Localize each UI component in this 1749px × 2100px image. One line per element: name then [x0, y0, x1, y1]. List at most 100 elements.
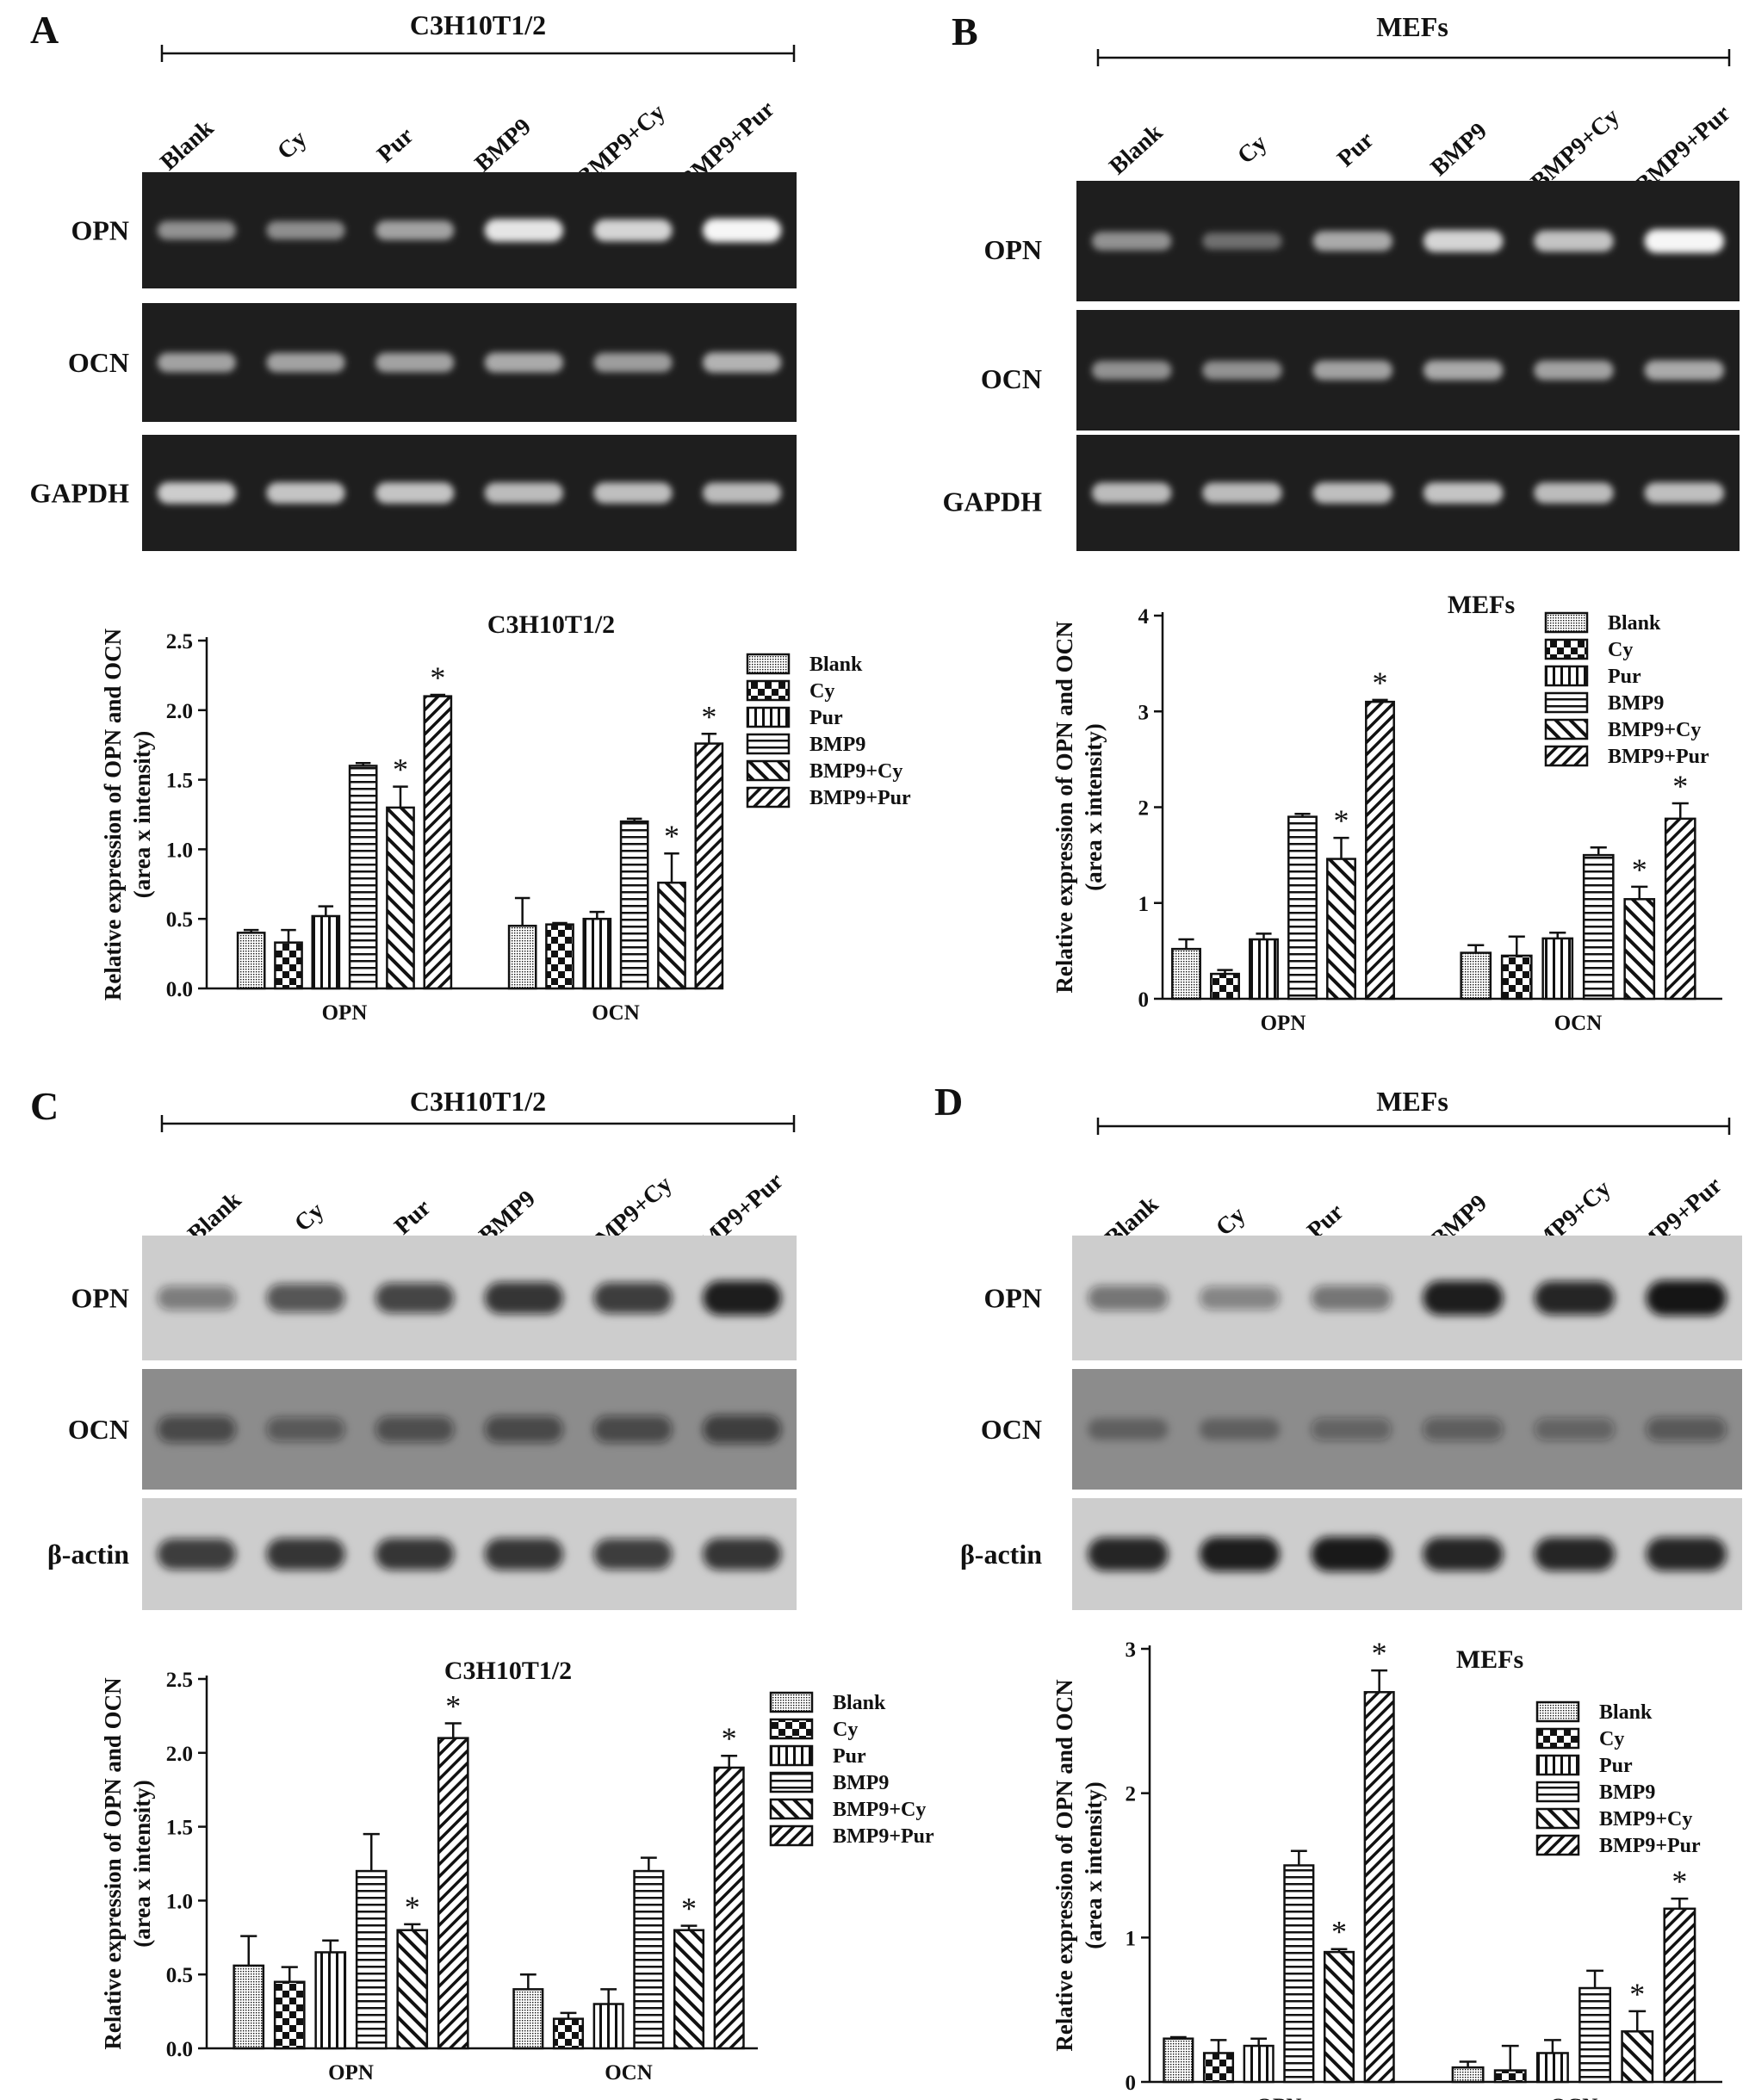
legend-label: Cy — [833, 1719, 858, 1741]
band — [375, 1283, 455, 1313]
legend-swatch — [1544, 691, 1589, 714]
bar-blank — [1171, 947, 1201, 1000]
bar-bmp9-pur — [1363, 1691, 1395, 2084]
significance-star: * — [430, 660, 445, 695]
y-tick-label: 2.0 — [166, 1743, 193, 1766]
x-category-label: OCN — [605, 2061, 653, 2085]
legend-swatch — [1535, 1807, 1580, 1830]
y-tick-label: 2.5 — [166, 630, 193, 654]
bar-bmp9-pur — [1663, 1907, 1696, 2084]
legend-swatch — [746, 759, 791, 782]
band — [1534, 360, 1614, 381]
panel-letter: A — [30, 8, 59, 52]
band — [484, 1538, 563, 1570]
bar-bmp9 — [1283, 1864, 1315, 2084]
lane-label: Pur — [372, 122, 419, 168]
blot-strip — [142, 172, 797, 288]
y-tick-label: 0.0 — [166, 978, 193, 1001]
significance-star: * — [1672, 769, 1688, 803]
significance-star: * — [1671, 1864, 1687, 1899]
bar-blank — [507, 925, 537, 990]
legend-swatch — [746, 653, 791, 675]
band — [1312, 231, 1393, 251]
bar-cy — [273, 1980, 306, 2050]
band — [1199, 1418, 1281, 1440]
y-tick-label: 3 — [1138, 701, 1150, 724]
y-axis-label-line: (area x intensity) — [129, 731, 155, 898]
band-label: GAPDH — [29, 478, 129, 509]
band-label: β-actin — [47, 1539, 129, 1570]
legend-label: BMP9+Pur — [1599, 1835, 1701, 1857]
blot-strip — [142, 1369, 797, 1490]
bar-bmp9-cy — [1323, 1950, 1355, 2084]
bar-cy — [552, 2017, 585, 2050]
legend-label: Blank — [833, 1692, 886, 1714]
band — [703, 218, 782, 243]
band — [1202, 482, 1282, 504]
band — [703, 352, 782, 373]
band — [703, 1538, 782, 1570]
band-label: OPN — [983, 1283, 1042, 1314]
legend-label: Pur — [1608, 666, 1641, 688]
y-tick-label: 1.5 — [166, 770, 193, 793]
legend-swatch — [746, 679, 791, 702]
bar-bmp9 — [619, 820, 649, 990]
bar-cy — [274, 941, 303, 990]
bar-pur — [1243, 2044, 1275, 2084]
y-axis-label-line: Relative expression of OPN and OCN — [1051, 621, 1077, 994]
legend-label: Pur — [1599, 1755, 1633, 1777]
band — [1534, 1281, 1616, 1315]
bar-blank — [236, 932, 266, 990]
band — [1199, 1537, 1281, 1571]
legend-swatch — [1535, 1834, 1580, 1856]
legend-swatch — [746, 733, 791, 755]
charts-layer: 0.0 0.5 1.0 1.5 2.0 2.5 Relative expression of… — [100, 591, 1722, 2100]
band — [1088, 1285, 1169, 1310]
legend-label: BMP9+Pur — [833, 1825, 934, 1848]
legend-swatch — [769, 1824, 814, 1847]
y-axis-label: Relative expression of OPN and OCN (area … — [100, 1677, 155, 2050]
band — [157, 352, 236, 373]
band — [375, 1538, 455, 1570]
bar-bmp9-cy — [386, 806, 415, 990]
band — [1423, 482, 1504, 504]
y-axis-label-line: Relative expression of OPN and OCN — [100, 628, 126, 1000]
bar-bmp9-pur — [1664, 817, 1696, 1000]
band — [1202, 361, 1282, 380]
legend-swatch — [1535, 1781, 1580, 1803]
significance-star: * — [405, 1890, 420, 1924]
band — [1423, 1280, 1504, 1316]
bar-cy — [1500, 954, 1533, 1000]
significance-star: * — [1629, 1977, 1645, 2011]
legend-label: Cy — [809, 680, 834, 703]
bar-bmp9-pur — [437, 1737, 469, 2050]
band — [375, 1416, 455, 1442]
band — [593, 1415, 673, 1443]
panel-letter: D — [934, 1080, 963, 1124]
y-tick-label: 2 — [1138, 797, 1150, 821]
band — [266, 352, 345, 373]
band — [266, 1538, 345, 1570]
legend-label: BMP9+Cy — [1599, 1808, 1692, 1831]
band — [593, 1282, 673, 1314]
legend-label: BMP9 — [1608, 692, 1664, 715]
y-tick-label: 0.0 — [166, 2038, 193, 2061]
band — [266, 1284, 345, 1312]
legend-swatch — [1544, 638, 1589, 660]
y-tick-label: 1.0 — [166, 1890, 193, 1913]
lane-label: Blank — [155, 115, 219, 176]
band — [1644, 360, 1725, 381]
legend-label: BMP9+Cy — [809, 760, 902, 783]
bar-bmp9-cy — [673, 1929, 705, 2050]
blot-strip — [142, 435, 797, 551]
legend-label: Cy — [1608, 639, 1633, 661]
band — [375, 352, 455, 373]
chart-title: MEFs — [1456, 1645, 1523, 1674]
band — [484, 352, 563, 373]
bar-chart-0: 0.0 0.5 1.0 1.5 2.0 2.5 Relative expression of… — [100, 610, 911, 1025]
